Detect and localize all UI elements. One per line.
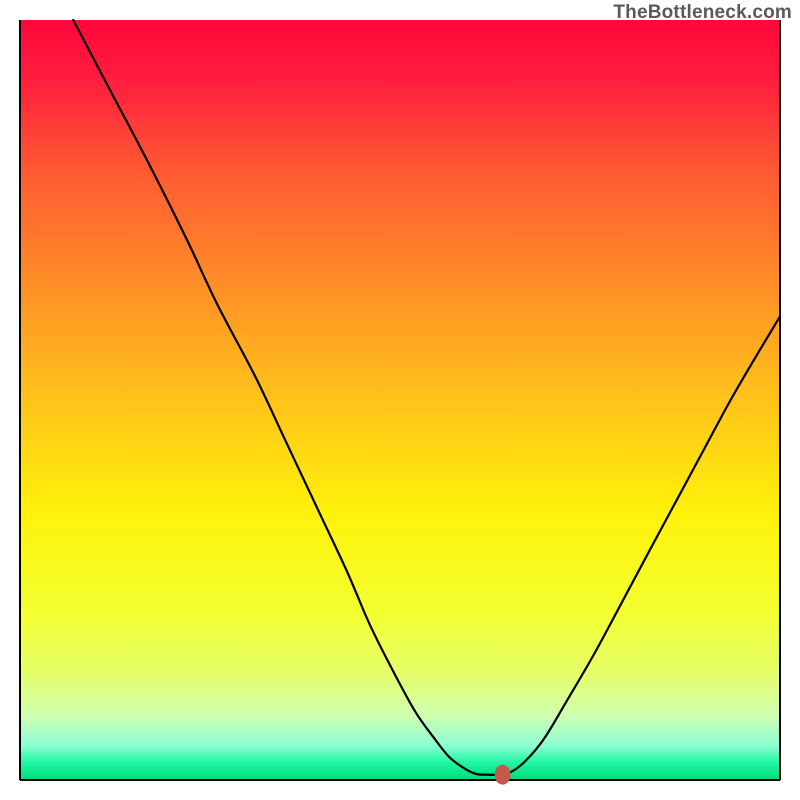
watermark-text: TheBottleneck.com bbox=[613, 2, 792, 24]
chart-container: TheBottleneck.com bbox=[0, 0, 800, 800]
bottleneck-chart bbox=[0, 0, 800, 800]
optimum-marker bbox=[495, 765, 511, 785]
